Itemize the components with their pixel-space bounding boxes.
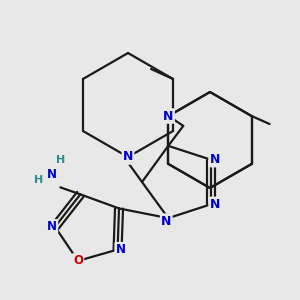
Text: O: O [73,254,83,267]
Text: H: H [34,176,43,185]
Text: N: N [116,243,126,256]
Text: N: N [161,214,171,228]
Text: N: N [210,153,220,166]
Text: N: N [47,168,57,181]
Text: N: N [210,198,220,211]
Text: H: H [56,155,65,165]
Text: N: N [123,151,133,164]
Text: N: N [47,220,57,233]
Text: N: N [163,110,174,122]
